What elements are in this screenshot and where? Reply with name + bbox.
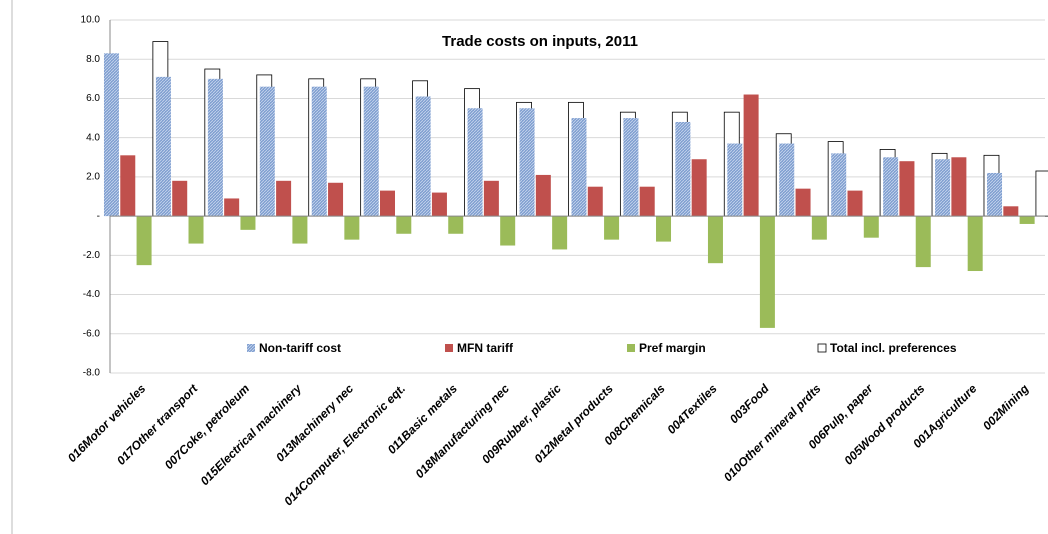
bar: [448, 216, 464, 234]
x-tick-label: 010Other mineral prdts: [721, 381, 824, 484]
y-tick-label: -2.0: [83, 250, 101, 261]
bar: [311, 86, 327, 217]
bar: [811, 216, 827, 240]
x-tick-label: 002Mining: [980, 381, 1032, 433]
bar: [847, 190, 863, 217]
y-tick-label: 6.0: [86, 93, 100, 104]
bar: [136, 216, 152, 266]
y-tick-label: 10.0: [81, 15, 101, 26]
bar: [276, 180, 292, 217]
bar: [935, 159, 951, 217]
bar: [656, 216, 672, 242]
bar: [727, 143, 743, 217]
legend-swatch: [247, 344, 255, 352]
bar: [987, 172, 1003, 217]
legend-swatch: [627, 344, 635, 352]
legend-swatch: [445, 344, 453, 352]
bar: [207, 78, 223, 217]
bar: [1019, 216, 1035, 224]
legend-label: Pref margin: [639, 341, 706, 355]
bar: [188, 216, 204, 244]
bar: [795, 188, 811, 217]
y-tick-label: -4.0: [83, 289, 101, 300]
bar: [691, 159, 707, 217]
bar: [604, 216, 620, 240]
bar: [396, 216, 412, 234]
bar: [552, 216, 568, 250]
y-tick-label: -8.0: [83, 368, 101, 379]
bar: [379, 190, 395, 217]
bar: [967, 216, 983, 272]
legend-swatch: [817, 343, 827, 353]
bar: [743, 94, 759, 217]
bar: [344, 216, 360, 240]
y-tick-label: -6.0: [83, 328, 101, 339]
bar: [623, 118, 639, 217]
x-tick-label: 003Food: [727, 381, 772, 426]
bar: [899, 161, 915, 217]
bar: [155, 76, 171, 217]
bar: [831, 153, 847, 217]
x-tick-label: 007Coke, petroleum: [162, 381, 253, 472]
bar: [483, 180, 499, 217]
bar: [1003, 206, 1019, 217]
bar: [535, 174, 551, 217]
bar: [759, 216, 775, 328]
y-tick-label: -: [97, 211, 100, 222]
bar: [639, 186, 655, 217]
bar: [467, 108, 483, 217]
bar: [883, 157, 899, 217]
bar: [363, 86, 379, 217]
y-tick-label: 4.0: [86, 132, 100, 143]
bar: [1035, 170, 1048, 217]
bar: [587, 186, 603, 217]
bar: [172, 180, 188, 217]
bar: [103, 53, 119, 217]
bar: [519, 108, 535, 217]
bar: [415, 96, 431, 217]
bar: [500, 216, 516, 246]
bar: [915, 216, 931, 268]
bar: [571, 118, 587, 217]
x-tick-label: 004Textiles: [664, 381, 720, 437]
bar: [328, 182, 344, 217]
chart-title: Trade costs on inputs, 2011: [442, 33, 638, 50]
bar: [120, 155, 136, 217]
x-tick-label: 015Electrical machinery: [198, 381, 306, 489]
y-tick-label: 2.0: [86, 172, 100, 183]
legend-label: MFN tariff: [457, 341, 514, 355]
bar: [779, 143, 795, 217]
legend-label: Total incl. preferences: [830, 341, 957, 355]
y-tick-label: 8.0: [86, 54, 100, 65]
bar: [431, 192, 447, 217]
x-tick-label: 018Manufacturing nec: [412, 381, 512, 481]
bar: [224, 198, 240, 217]
bar: [863, 216, 879, 238]
bar: [259, 86, 275, 217]
bar: [240, 216, 256, 230]
bar: [707, 216, 723, 264]
legend-label: Non-tariff cost: [259, 341, 341, 355]
bar: [675, 121, 691, 217]
bar: [292, 216, 308, 244]
bar: [951, 157, 967, 217]
